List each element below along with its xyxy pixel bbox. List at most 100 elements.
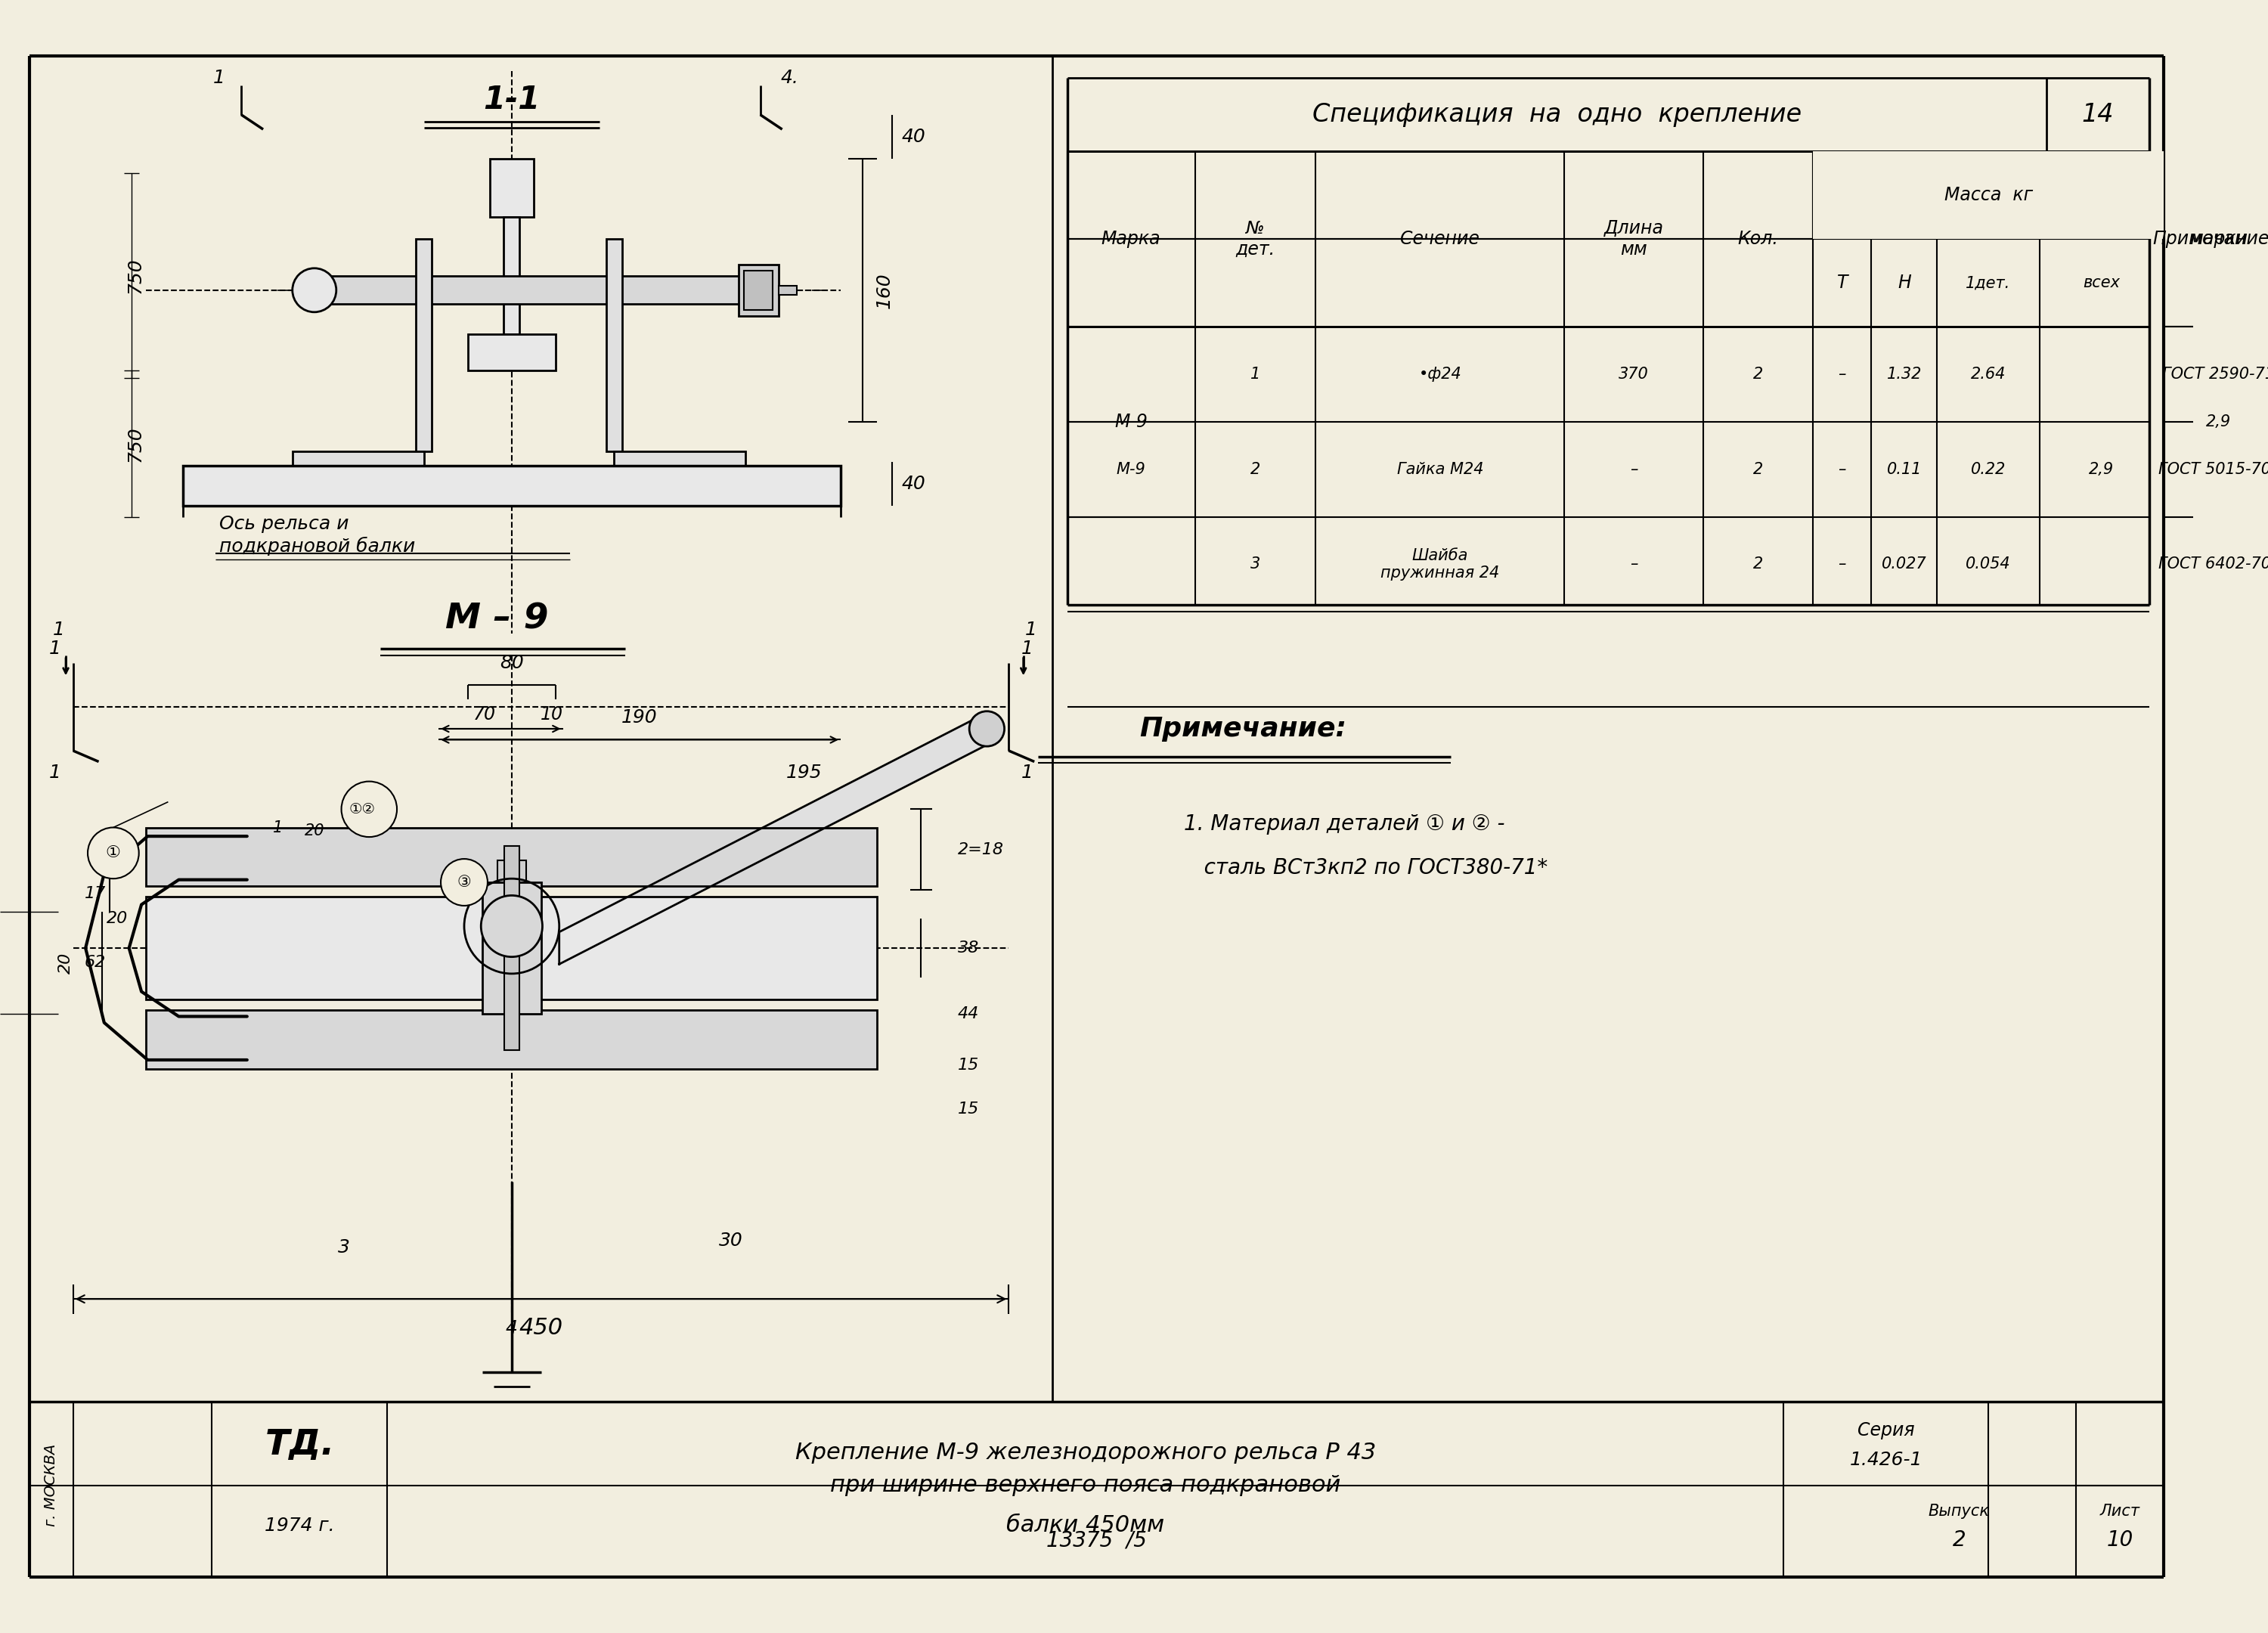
- Bar: [145, 897, 878, 999]
- Text: 20: 20: [107, 911, 127, 926]
- Text: –: –: [1631, 462, 1637, 477]
- Text: 2=18: 2=18: [957, 843, 1005, 857]
- Text: 30: 30: [719, 1231, 744, 1249]
- Text: Спецификация  на  одно  крепление: Спецификация на одно крепление: [1313, 103, 1801, 127]
- Text: Крепление М-9 железнодорожного рельса Р 43: Крепление М-9 железнодорожного рельса Р …: [796, 1442, 1377, 1463]
- Text: при ширине верхнего пояса подкрановой: при ширине верхнего пояса подкрановой: [830, 1475, 1340, 1496]
- Text: Серия: Серия: [1857, 1421, 1914, 1440]
- Text: 1: 1: [50, 764, 61, 782]
- Text: 1: 1: [52, 621, 64, 639]
- Bar: [184, 465, 841, 506]
- Text: 2.64: 2.64: [1971, 367, 2005, 382]
- Text: №
дет.: № дет.: [1236, 219, 1275, 258]
- Text: 70: 70: [474, 705, 497, 723]
- Text: 750: 750: [127, 426, 145, 462]
- Text: 2,9: 2,9: [2207, 415, 2232, 429]
- Text: 10: 10: [2107, 1530, 2134, 1551]
- Text: 15: 15: [957, 1058, 980, 1073]
- Text: ①: ①: [107, 846, 120, 861]
- Text: 0.027: 0.027: [1882, 557, 1928, 572]
- Text: 2: 2: [1953, 1530, 1966, 1551]
- Text: 2: 2: [1753, 367, 1762, 382]
- Bar: [490, 158, 533, 217]
- Circle shape: [88, 828, 138, 879]
- Text: 750: 750: [127, 258, 145, 294]
- Text: 62: 62: [84, 955, 107, 970]
- Text: ①②: ①②: [349, 802, 374, 816]
- Text: 1: 1: [1025, 621, 1036, 639]
- Text: 370: 370: [1619, 367, 1649, 382]
- Text: Шайба
пружинная 24: Шайба пружинная 24: [1381, 549, 1499, 581]
- Text: ГОСТ 2590-71: ГОСТ 2590-71: [2161, 367, 2268, 382]
- Text: ГОСТ 5015-70*: ГОСТ 5015-70*: [2159, 462, 2268, 477]
- Text: 1.426-1: 1.426-1: [1851, 1450, 1923, 1468]
- Text: 1.32: 1.32: [1887, 367, 1921, 382]
- Text: М – 9: М – 9: [445, 603, 549, 637]
- Text: 450: 450: [519, 1318, 562, 1339]
- Text: 14: 14: [2082, 103, 2114, 127]
- Circle shape: [440, 859, 488, 906]
- Bar: [415, 238, 431, 451]
- Text: 160: 160: [875, 273, 894, 309]
- Bar: [606, 238, 621, 451]
- Bar: [744, 271, 773, 310]
- Bar: [467, 335, 556, 371]
- Text: 0.054: 0.054: [1966, 557, 2012, 572]
- Text: 1-1: 1-1: [483, 85, 540, 116]
- Text: 3: 3: [338, 1239, 349, 1257]
- Text: 4.: 4.: [780, 69, 798, 87]
- Bar: [503, 217, 519, 335]
- Text: Гайка М24: Гайка М24: [1397, 462, 1483, 477]
- Text: 3: 3: [1250, 557, 1261, 572]
- Text: 1: 1: [50, 639, 61, 658]
- Bar: [739, 265, 778, 315]
- Bar: [145, 828, 878, 887]
- Text: 40: 40: [903, 475, 925, 493]
- Text: 13375  /5: 13375 /5: [1046, 1530, 1148, 1551]
- Text: 190: 190: [621, 709, 658, 727]
- Text: –: –: [1837, 462, 1846, 477]
- Text: 1: 1: [272, 820, 284, 834]
- Polygon shape: [560, 712, 987, 963]
- Text: –: –: [1837, 557, 1846, 572]
- Text: 20: 20: [59, 952, 73, 973]
- Text: Н: Н: [1898, 274, 1912, 292]
- Text: 44: 44: [957, 1006, 980, 1021]
- Text: 2: 2: [1250, 462, 1261, 477]
- Circle shape: [481, 895, 542, 957]
- Text: 2: 2: [1753, 462, 1762, 477]
- Text: 195: 195: [787, 764, 821, 782]
- Text: 0.22: 0.22: [1971, 462, 2005, 477]
- Circle shape: [342, 782, 397, 838]
- Text: Примечание: Примечание: [2152, 230, 2268, 248]
- Text: 1974 г.: 1974 г.: [265, 1517, 336, 1535]
- Text: Т: Т: [1837, 274, 1848, 292]
- Text: г. МОСКВА: г. МОСКВА: [43, 1444, 59, 1527]
- Text: 10: 10: [540, 705, 562, 723]
- Bar: [497, 970, 526, 991]
- Bar: [497, 861, 526, 882]
- Text: подкрановой балки: подкрановой балки: [220, 537, 415, 555]
- Text: –: –: [1837, 367, 1846, 382]
- Text: Лист: Лист: [2100, 1504, 2141, 1519]
- Text: 1: 1: [213, 69, 225, 87]
- Text: всех: всех: [2082, 276, 2121, 291]
- Text: балки 450мм: балки 450мм: [1007, 1515, 1163, 1537]
- Text: ТД.: ТД.: [265, 1429, 336, 1462]
- Text: Марка: Марка: [1102, 230, 1161, 248]
- Bar: [483, 882, 542, 1014]
- Text: 20: 20: [304, 823, 324, 839]
- Text: 2: 2: [1753, 557, 1762, 572]
- Text: Кол.: Кол.: [1737, 230, 1778, 248]
- Text: ③: ③: [458, 875, 472, 890]
- Text: 80: 80: [499, 653, 524, 673]
- Text: сталь ВСт3кп2 по ГОСТ380-71*: сталь ВСт3кп2 по ГОСТ380-71*: [1184, 857, 1549, 879]
- Text: –: –: [1631, 557, 1637, 572]
- Bar: [778, 286, 796, 294]
- Text: 1: 1: [1021, 764, 1032, 782]
- Text: 40: 40: [903, 127, 925, 145]
- Text: Ось рельса и: Ось рельса и: [220, 514, 349, 532]
- Text: Примечание:: Примечание:: [1139, 715, 1347, 741]
- Text: 15: 15: [957, 1101, 980, 1117]
- Text: 38: 38: [957, 941, 980, 955]
